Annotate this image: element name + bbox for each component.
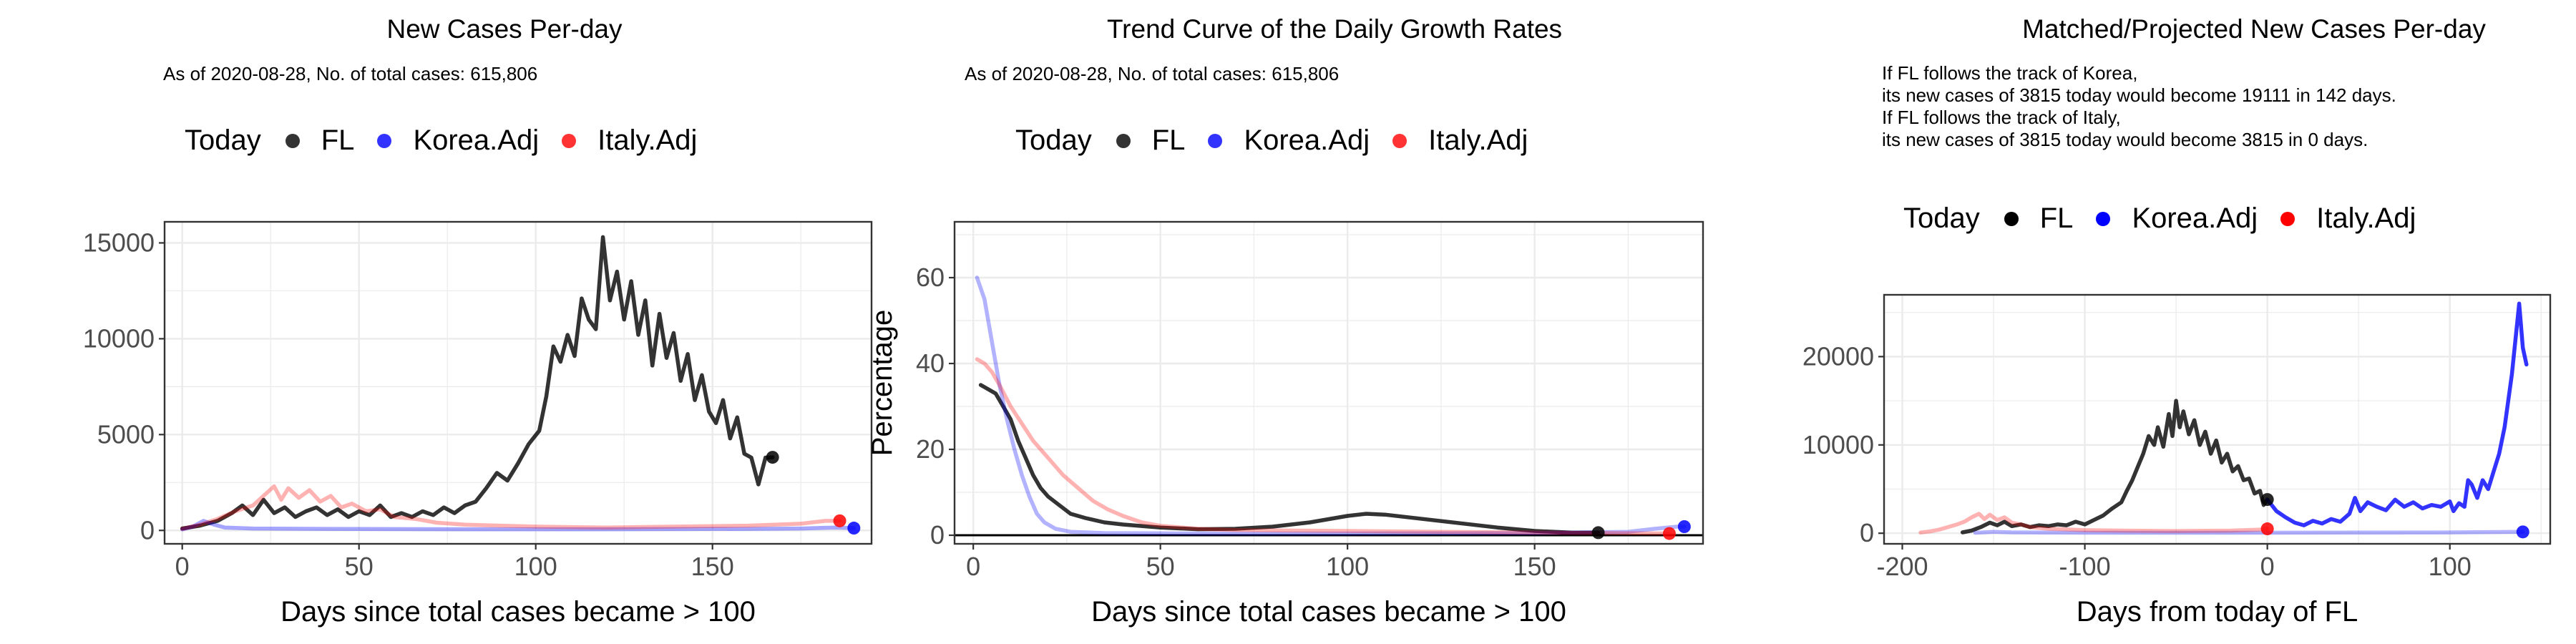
new-cases-plot: 0 50 100 150 0 5000 10000 15000 Days since total… [83,220,873,628]
series-line-korea-adj [180,519,857,532]
y-tick-label: 10000 [1802,430,1874,459]
legend-item-fl: FL [1116,125,1186,157]
x-tick-label: 0 [966,552,980,581]
today-point-korea-adj [847,522,861,535]
legend-label: FL [1151,125,1186,156]
plot-frame [953,220,1704,545]
x-tick-label: 50 [345,552,374,581]
y-tick-label: 10000 [83,323,155,353]
legend-item-italy: Italy.Adj [1392,125,1528,157]
legend-label: Italy.Adj [1428,125,1528,156]
plot-frame [163,220,873,545]
legend-item-italy: Italy.Adj [562,125,697,157]
series-line-fl [978,383,1601,535]
x-tick-label: 0 [2260,552,2275,581]
legend-item-fl: FL [2004,203,2074,235]
legend-label: Korea.Adj [413,125,540,156]
today-point-fl [2260,493,2274,507]
note-line: If FL follows the track of Italy, [1882,107,2121,128]
legend-item-korea: Korea.Adj [1208,125,1370,157]
x-axis-title: Days since total cases became > 100 [280,596,756,628]
y-axis-title: Percentage [867,310,898,457]
korea-dot-icon [377,133,392,148]
today-point-fl [766,451,779,464]
series-line-italy-adj [180,484,842,531]
y-tick-label: 20000 [1802,341,1874,371]
y-tick-label: 0 [930,520,945,550]
today-point-italy-adj [2260,522,2274,536]
growth-rate-plot: 0 50 100 150 0 20 40 60 Days since total cases b… [867,220,1704,628]
y-tick-label: 5000 [97,419,155,449]
y-tick-label: 60 [916,263,945,292]
new-cases-panel: New Cases Per-day As of 2020-08-28, No. … [0,0,873,644]
y-tick-label: 0 [140,515,155,545]
chart-subtitle: As of 2020-08-28, No. of total cases: 61… [965,63,1340,84]
projection-note: If FL follows the track of Korea, its ne… [1882,62,2396,151]
italy-dot-icon [1392,133,1407,148]
x-tick-label: 150 [1513,552,1556,581]
today-point-italy-adj [833,514,847,527]
legend-title: Today [1903,203,1980,234]
x-tick-label: 100 [514,552,557,581]
legend-item-korea: Korea.Adj [2096,203,2258,235]
plot-frame [1883,293,2552,545]
series-line-italy-adj [1918,512,2270,535]
x-axis-title: Days since total cases became > 100 [1091,596,1566,628]
growth-rate-panel: Trend Curve of the Daily Growth Rates As… [859,0,1717,644]
x-tick-label: 0 [175,552,190,581]
italy-dot-icon [562,133,577,148]
chart-legend: Today FL Korea.Adj Italy.Adj [1903,203,2439,235]
korea-dot-icon [1208,133,1223,148]
x-tick-label: 100 [2429,552,2472,581]
legend-item-korea: Korea.Adj [377,125,539,157]
legend-label: Korea.Adj [1244,125,1370,156]
series-line-korea-adj [975,275,1687,536]
fl-dot-icon [285,133,300,148]
note-line: If FL follows the track of Korea, [1882,62,2138,84]
italy-dot-icon [2280,211,2296,226]
series-line-fl [180,235,775,531]
projected-cases-plot: -200 -100 0 100 0 10000 20000 Days from today o… [1802,293,2552,628]
today-point-fl [1591,526,1605,540]
note-line: its new cases of 3815 today would become… [1882,84,2396,106]
x-tick-label: -100 [2059,552,2111,581]
legend-title: Today [185,125,261,156]
today-point-korea-adj-aligned [2516,525,2529,539]
legend-label: FL [2039,203,2074,234]
legend-label: Italy.Adj [597,125,698,156]
chart-subtitle: As of 2020-08-28, No. of total cases: 61… [163,63,538,84]
legend-item-italy: Italy.Adj [2280,203,2416,235]
today-point-korea-adj [1677,520,1691,533]
fl-dot-icon [2004,211,2019,226]
y-tick-label: 15000 [83,228,155,257]
legend-label: Italy.Adj [2316,203,2416,234]
chart-title: New Cases Per-day [386,14,623,44]
today-point-italy-adj [1662,527,1676,540]
y-tick-label: 0 [1860,518,1874,547]
fl-dot-icon [1116,133,1131,148]
x-axis-title: Days from today of FL [2077,596,2358,628]
note-line: its new cases of 3815 today would become… [1882,129,2368,150]
legend-title: Today [1015,125,1092,156]
y-tick-label: 20 [916,434,945,464]
x-tick-label: -200 [1876,552,1928,581]
legend-item-fl: FL [285,125,355,157]
series-line-fl [1960,399,2270,535]
chart-legend: Today FL Korea.Adj Italy.Adj [1015,125,1551,157]
chart-legend: Today FL Korea.Adj Italy.Adj [185,125,720,157]
y-tick-label: 40 [916,348,945,378]
legend-label: FL [321,125,355,156]
projected-cases-panel: Matched/Projected New Cases Per-day If F… [1717,0,2576,644]
series-line-italy-adj [975,357,1672,536]
series-line-korea-adj [2265,301,2529,527]
x-tick-label: 150 [691,552,734,581]
legend-label: Korea.Adj [2132,203,2258,234]
x-tick-label: 100 [1326,552,1369,581]
korea-dot-icon [2096,211,2111,226]
chart-title: Matched/Projected New Cases Per-day [2022,14,2486,44]
x-tick-label: 50 [1146,552,1175,581]
chart-title: Trend Curve of the Daily Growth Rates [1106,14,1563,44]
